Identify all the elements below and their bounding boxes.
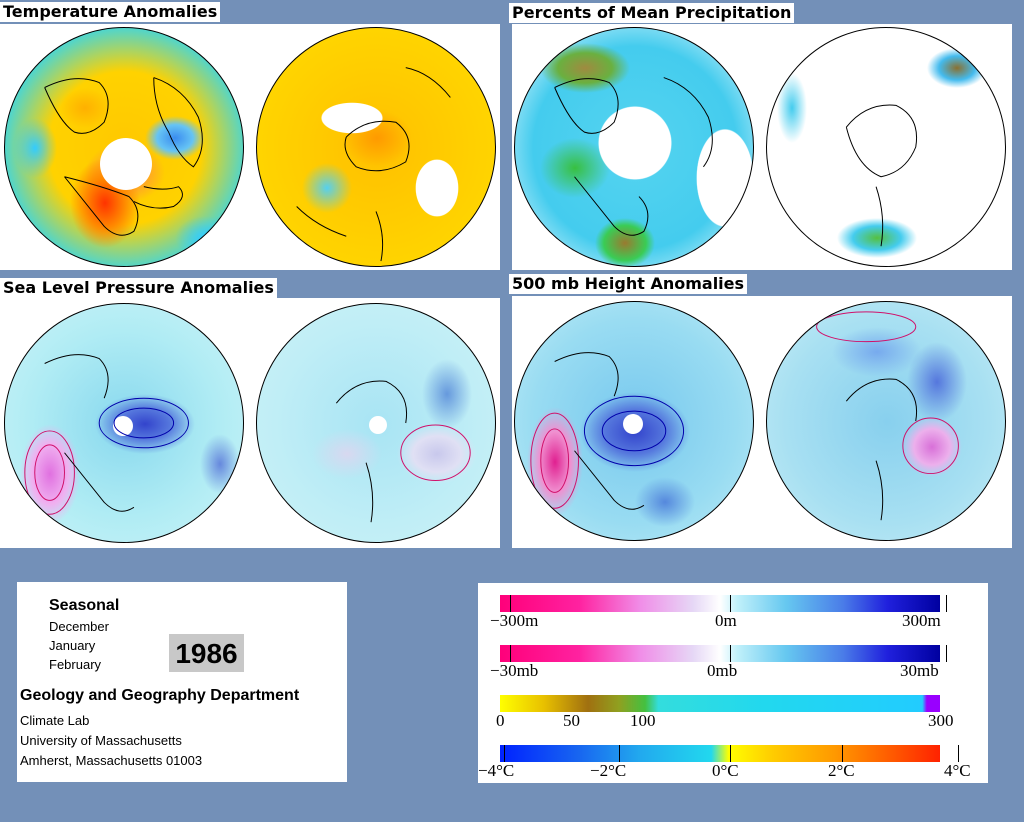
temperature-panel-title: Temperature Anomalies (0, 2, 221, 22)
precip-color-bar (500, 695, 940, 712)
address-line: Amherst, Massachusetts 01003 (20, 753, 203, 768)
precip-bar-100-label: 100 (630, 711, 656, 730)
precip-bar-0-label: 0 (496, 711, 505, 730)
legend-box: −300m 0m 300m −30mb 0mb 30mb 0 50 100 30… (478, 583, 988, 783)
precipitation-sh-globe (766, 27, 1006, 267)
year-label: 1986 (169, 634, 244, 672)
temp-bar-minus2-label: −2°C (590, 761, 627, 780)
precipitation-panel (512, 24, 1012, 270)
month-item: February (49, 657, 102, 672)
height-color-bar (500, 595, 947, 612)
temperature-panel (0, 24, 500, 270)
precipitation-panel-title: Percents of Mean Precipitation (509, 3, 795, 23)
temp-bar-plus2-label: 2°C (828, 761, 855, 780)
height500-nh-coastlines (530, 352, 685, 510)
month-item: January (49, 638, 96, 653)
height500-panel-title: 500 mb Height Anomalies (509, 274, 748, 294)
temp-bar-plus4-label: 4°C (944, 761, 971, 780)
height-bar-max-label: 300m (902, 611, 941, 630)
height500-sh-globe (766, 301, 1006, 541)
slp-color-bar (500, 645, 947, 662)
precipitation-nh-globe (514, 27, 754, 267)
slp-bar-min-label: −30mb (490, 661, 539, 680)
slp-panel-title: Sea Level Pressure Anomalies (0, 278, 277, 298)
info-box: Seasonal December January February 1986 … (17, 582, 347, 782)
temp-bar-zero-label: 0°C (712, 761, 739, 780)
slp-nh-globe (4, 303, 244, 543)
slp-nh-coastlines (24, 354, 189, 515)
temperature-nh-coastlines (44, 77, 203, 236)
slp-panel (0, 298, 500, 548)
height500-panel (512, 296, 1012, 548)
precip-bar-300-label: 300 (928, 711, 954, 730)
slp-sh-coastlines (335, 380, 471, 523)
address-block: Climate Lab University of Massachusetts … (20, 711, 202, 771)
temp-color-bar (500, 745, 959, 762)
temperature-nh-globe (4, 27, 244, 267)
slp-bar-max-label: 30mb (900, 661, 939, 680)
address-line: Climate Lab (20, 713, 90, 728)
slp-bar-mid-label: 0mb (707, 661, 738, 680)
address-line: University of Massachusetts (20, 733, 182, 748)
month-item: December (49, 619, 109, 634)
temp-bar-minus4-label: −4°C (478, 761, 515, 780)
precipitation-nh-coastlines (554, 77, 713, 236)
height-bar-mid-label: 0m (715, 611, 737, 630)
precipitation-sh-coastlines (845, 104, 918, 247)
height500-sh-coastlines (816, 311, 959, 521)
precip-bar-50-label: 50 (563, 711, 580, 730)
department-name: Geology and Geography Department (20, 687, 300, 704)
temperature-sh-coastlines (296, 67, 451, 262)
height500-nh-globe (514, 301, 754, 541)
temperature-sh-globe (256, 27, 496, 267)
month-list: December January February (49, 617, 109, 674)
slp-sh-globe (256, 303, 496, 543)
height-bar-min-label: −300m (490, 611, 539, 630)
season-heading: Seasonal (49, 597, 120, 614)
